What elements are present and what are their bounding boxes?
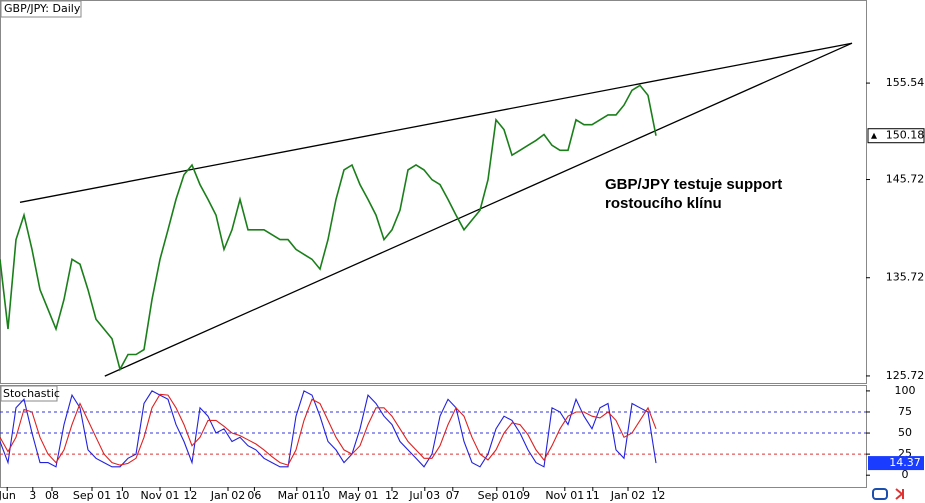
stochastic-panel bbox=[0, 385, 867, 488]
y-tick-label: 100 bbox=[895, 384, 916, 397]
x-tick-label: 10 bbox=[115, 489, 129, 502]
x-tick-label: 09 bbox=[516, 489, 530, 502]
x-tick-label: 12 bbox=[183, 489, 197, 502]
x-tick-label: Sep 01 bbox=[478, 489, 516, 502]
x-tick-label: Nov 01 bbox=[141, 489, 180, 502]
last-value-box bbox=[867, 128, 925, 144]
series-line bbox=[0, 393, 657, 466]
trendline bbox=[104, 42, 853, 377]
x-tick-label: Mar 01 bbox=[278, 489, 316, 502]
series-line bbox=[0, 84, 657, 372]
x-tick-label: Jan 02 bbox=[610, 489, 645, 502]
y-tick-label: 125.72 bbox=[886, 369, 925, 382]
x-tick-label: Nov 01 bbox=[545, 489, 584, 502]
y-tick-label: 155.54 bbox=[886, 76, 925, 89]
y-tick-label: 75 bbox=[898, 405, 912, 418]
icon-link[interactable] bbox=[872, 488, 888, 500]
indicator-title: Stochastic bbox=[3, 387, 60, 400]
y-tick-label: 145.72 bbox=[886, 173, 925, 186]
x-tick-label: 3 bbox=[29, 489, 36, 502]
series-line bbox=[0, 390, 657, 468]
chart-title: GBP/JPY: Daily bbox=[4, 2, 81, 15]
trendline bbox=[19, 42, 853, 203]
x-tick-label: 12 bbox=[385, 489, 399, 502]
y-tick-label: 0 bbox=[902, 468, 909, 481]
last-value-label: 14.37 bbox=[889, 456, 921, 469]
x-tick-label: 10 bbox=[316, 489, 330, 502]
x-tick-label: 08 bbox=[45, 489, 59, 502]
x-tick-label: 06 bbox=[247, 489, 261, 502]
annotation: GBP/JPY testuje support bbox=[605, 176, 782, 193]
annotation: rostoucího klínu bbox=[605, 195, 722, 212]
price-panel bbox=[0, 0, 867, 384]
title-box bbox=[0, 0, 82, 18]
last-value-label: 150.18 bbox=[886, 129, 925, 142]
icon-shift[interactable] bbox=[895, 488, 904, 500]
x-tick-label: May 01 bbox=[338, 489, 378, 502]
x-tick-label: Jun bbox=[0, 489, 16, 502]
last-value-marker bbox=[871, 132, 877, 139]
y-tick-label: 50 bbox=[898, 426, 912, 439]
x-tick-label: Sep 01 bbox=[73, 489, 111, 502]
x-tick-label: 11 bbox=[586, 489, 600, 502]
x-tick-label: Jan 02 bbox=[210, 489, 245, 502]
last-value-box bbox=[868, 456, 924, 471]
x-tick-label: 07 bbox=[446, 489, 460, 502]
x-tick-label: Jul 03 bbox=[408, 489, 440, 502]
indicator-box bbox=[0, 385, 58, 402]
x-tick-label: 12 bbox=[651, 489, 665, 502]
toolbar-icons[interactable] bbox=[872, 488, 904, 500]
y-tick-label: 135.72 bbox=[886, 271, 925, 284]
